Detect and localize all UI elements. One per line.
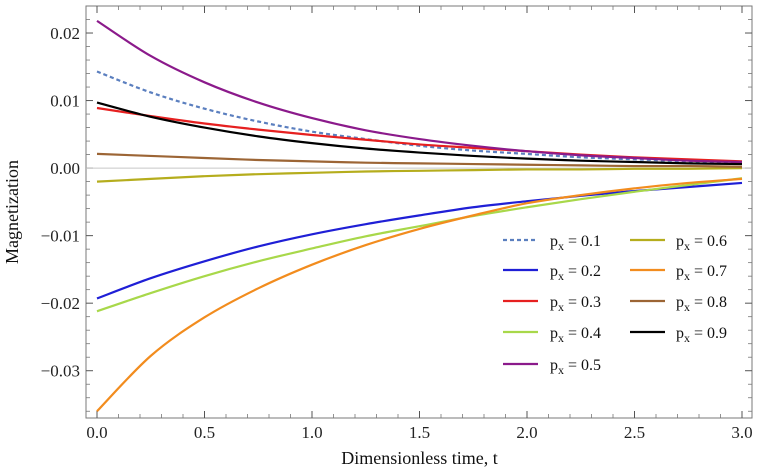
legend-equals: = — [690, 233, 707, 250]
legend-label-px-0.5: px = 0.5 — [550, 357, 601, 377]
legend-symbol: p — [550, 294, 558, 311]
x-tick-label: 3.0 — [731, 423, 752, 442]
legend-value: 0.4 — [581, 325, 601, 342]
legend-symbol: p — [550, 325, 558, 342]
legend-label-px-0.2: px = 0.2 — [550, 263, 601, 283]
legend-value: 0.8 — [707, 294, 727, 311]
legend-equals: = — [564, 294, 581, 311]
legend-symbol: p — [676, 263, 684, 280]
legend-subscript: x — [558, 363, 564, 377]
y-axis: 0.02 0.01 0.00 −0.01 −0.02 −0.03 — [41, 19, 752, 412]
series-line-px-0.1 — [96, 70, 743, 164]
series-line-px-0.5 — [96, 19, 743, 164]
legend-equals: = — [690, 325, 707, 342]
legend-subscript: x — [684, 331, 690, 345]
y-axis-title: Magnetization — [2, 160, 22, 264]
legend-value: 0.6 — [707, 233, 727, 250]
legend-label-px-0.8: px = 0.8 — [676, 294, 727, 314]
series-line-px-0.9 — [96, 101, 743, 166]
series-line-px-0.8 — [96, 152, 743, 168]
legend-symbol: p — [550, 233, 558, 250]
legend-label-px-0.7: px = 0.7 — [676, 263, 727, 283]
x-tick-label: 1.0 — [301, 423, 322, 442]
y-tick-label: −0.01 — [41, 227, 80, 246]
legend-symbol: p — [676, 233, 684, 250]
legend-value: 0.9 — [707, 325, 727, 342]
legend-label-px-0.4: px = 0.4 — [550, 325, 601, 345]
legend-equals: = — [564, 325, 581, 342]
legend-value: 0.5 — [581, 357, 601, 374]
x-tick-label: 0.0 — [86, 423, 107, 442]
series-lines — [96, 19, 743, 413]
x-tick-label: 1.5 — [409, 423, 430, 442]
legend-subscript: x — [558, 300, 564, 314]
legend-equals: = — [564, 357, 581, 374]
legend-subscript: x — [684, 300, 690, 314]
legend-equals: = — [690, 263, 707, 280]
series-line-px-0.7 — [96, 177, 743, 413]
legend-label-px-0.3: px = 0.3 — [550, 294, 601, 314]
legend-value: 0.1 — [581, 233, 601, 250]
x-axis: 0.0 0.5 1.0 1.5 2.0 2.5 3.0 — [86, 6, 753, 442]
legend-subscript: x — [684, 239, 690, 253]
series-line-px-0.4 — [96, 177, 743, 313]
legend-label-px-0.1: px = 0.1 — [550, 233, 601, 253]
legend-value: 0.7 — [707, 263, 727, 280]
legend-equals: = — [690, 294, 707, 311]
y-tick-label: 0.00 — [50, 159, 80, 178]
legend-value: 0.2 — [581, 263, 601, 280]
y-tick-label: 0.02 — [50, 24, 80, 43]
x-tick-label: 0.5 — [194, 423, 215, 442]
x-tick-label: 2.0 — [516, 423, 537, 442]
legend-label-px-0.6: px = 0.6 — [676, 233, 727, 253]
legend-subscript: x — [558, 331, 564, 345]
legend-value: 0.3 — [581, 294, 601, 311]
legend-symbol: p — [676, 325, 684, 342]
legend-symbol: p — [550, 357, 558, 374]
legend-label-px-0.9: px = 0.9 — [676, 325, 727, 345]
y-tick-label: −0.03 — [41, 362, 80, 381]
legend-subscript: x — [558, 239, 564, 253]
x-axis-title: Dimensionless time, t — [341, 448, 498, 468]
legend-equals: = — [564, 233, 581, 250]
legend-equals: = — [564, 263, 581, 280]
y-tick-label: −0.02 — [41, 294, 80, 313]
legend: px = 0.1px = 0.2px = 0.3px = 0.4px = 0.5… — [503, 233, 727, 377]
series-line-px-0.6 — [96, 167, 743, 183]
legend-subscript: x — [684, 269, 690, 283]
legend-symbol: p — [550, 263, 558, 280]
y-tick-label: 0.01 — [50, 92, 80, 111]
x-tick-label: 2.5 — [624, 423, 645, 442]
legend-symbol: p — [676, 294, 684, 311]
legend-subscript: x — [558, 269, 564, 283]
